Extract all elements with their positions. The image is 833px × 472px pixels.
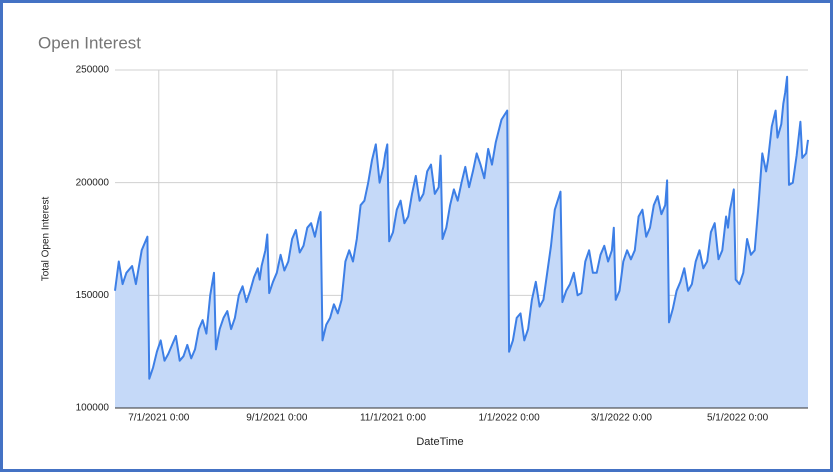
y-tick-label: 100000: [76, 403, 110, 414]
x-tick-label: 3/1/2022 0:00: [591, 413, 653, 424]
x-tick-label: 5/1/2022 0:00: [707, 413, 769, 424]
x-tick-label: 11/1/2021 0:00: [360, 413, 426, 424]
area: [115, 76, 808, 409]
y-axis-label: Total Open Interest: [41, 197, 52, 282]
y-tick-label: 200000: [76, 177, 110, 188]
chart-title: Open Interest: [38, 33, 141, 52]
x-tick-label: 7/1/2021 0:00: [128, 413, 190, 424]
x-tick-label: 1/1/2022 0:00: [479, 413, 541, 424]
y-tick-label: 250000: [76, 65, 110, 76]
x-tick-label: 9/1/2021 0:00: [246, 413, 308, 424]
x-axis-label: DateTime: [416, 436, 463, 448]
line: [114, 75, 809, 380]
y-tick-label: 150000: [76, 290, 110, 301]
